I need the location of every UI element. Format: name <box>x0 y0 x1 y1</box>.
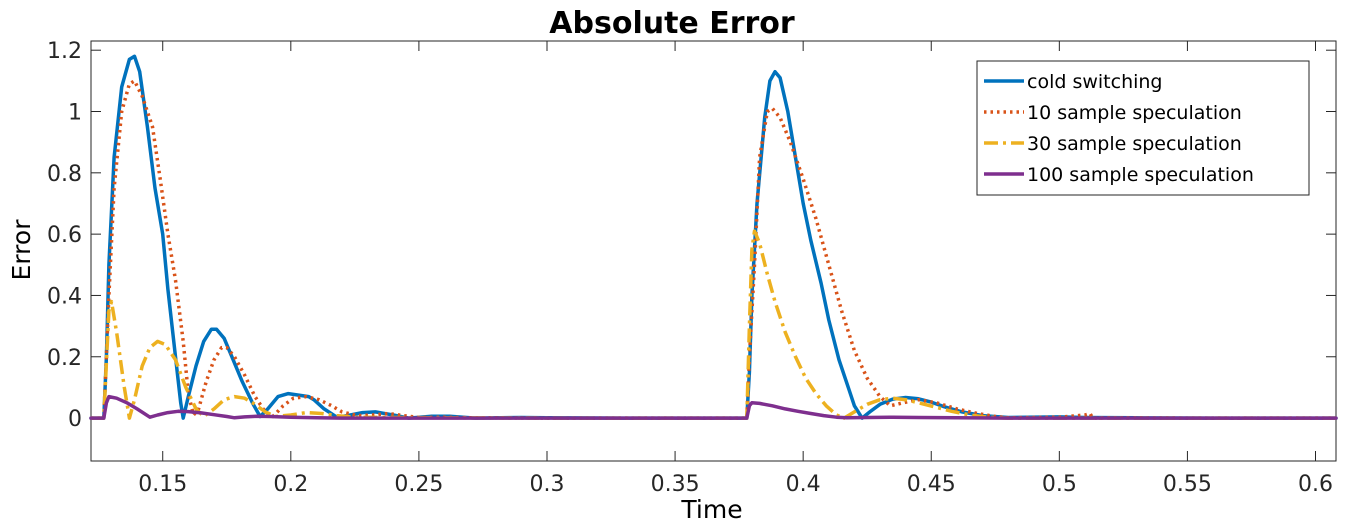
x-tick-label: 0.3 <box>529 472 564 497</box>
legend-label: 10 sample speculation <box>1027 102 1242 124</box>
x-tick-label: 0.5 <box>1042 472 1077 497</box>
x-tick-label: 0.15 <box>138 472 187 497</box>
series-group <box>89 54 1338 420</box>
legend-label: 100 sample speculation <box>1027 164 1254 186</box>
y-tick-label: 0.8 <box>47 162 82 187</box>
y-tick-label: 0.4 <box>47 284 82 309</box>
y-tick-label: 0.6 <box>47 223 82 248</box>
x-axis: 0.15 0.2 0.25 0.3 0.35 0.4 0.45 0.5 0.55 0.6 <box>138 41 1333 497</box>
y-tick-label: 1 <box>68 101 82 126</box>
x-tick-label: 0.35 <box>651 472 700 497</box>
x-tick-label: 0.45 <box>907 472 956 497</box>
y-tick-label: 0 <box>68 407 82 432</box>
y-tick-label: 0.2 <box>47 346 82 371</box>
x-tick-label: 0.6 <box>1298 472 1333 497</box>
series-line-2 <box>91 79 1336 420</box>
chart-title: Absolute Error <box>549 6 795 41</box>
x-axis-label: Time <box>680 495 742 523</box>
y-tick-label: 1.2 <box>47 39 82 64</box>
x-tick-label: 0.55 <box>1163 472 1212 497</box>
y-axis: 0 0.2 0.4 0.6 0.8 1 1.2 <box>47 39 1336 432</box>
legend-label: 30 sample speculation <box>1027 133 1242 155</box>
x-tick-label: 0.2 <box>273 472 308 497</box>
legend-label: cold switching <box>1027 71 1163 93</box>
x-tick-label: 0.4 <box>786 472 821 497</box>
legend: cold switching 10 sample speculation 30 sa… <box>976 60 1310 196</box>
x-tick-label: 0.25 <box>394 472 443 497</box>
y-axis-label: Error <box>7 219 36 281</box>
legend-box <box>976 60 1310 196</box>
series-line-4 <box>89 394 1338 420</box>
